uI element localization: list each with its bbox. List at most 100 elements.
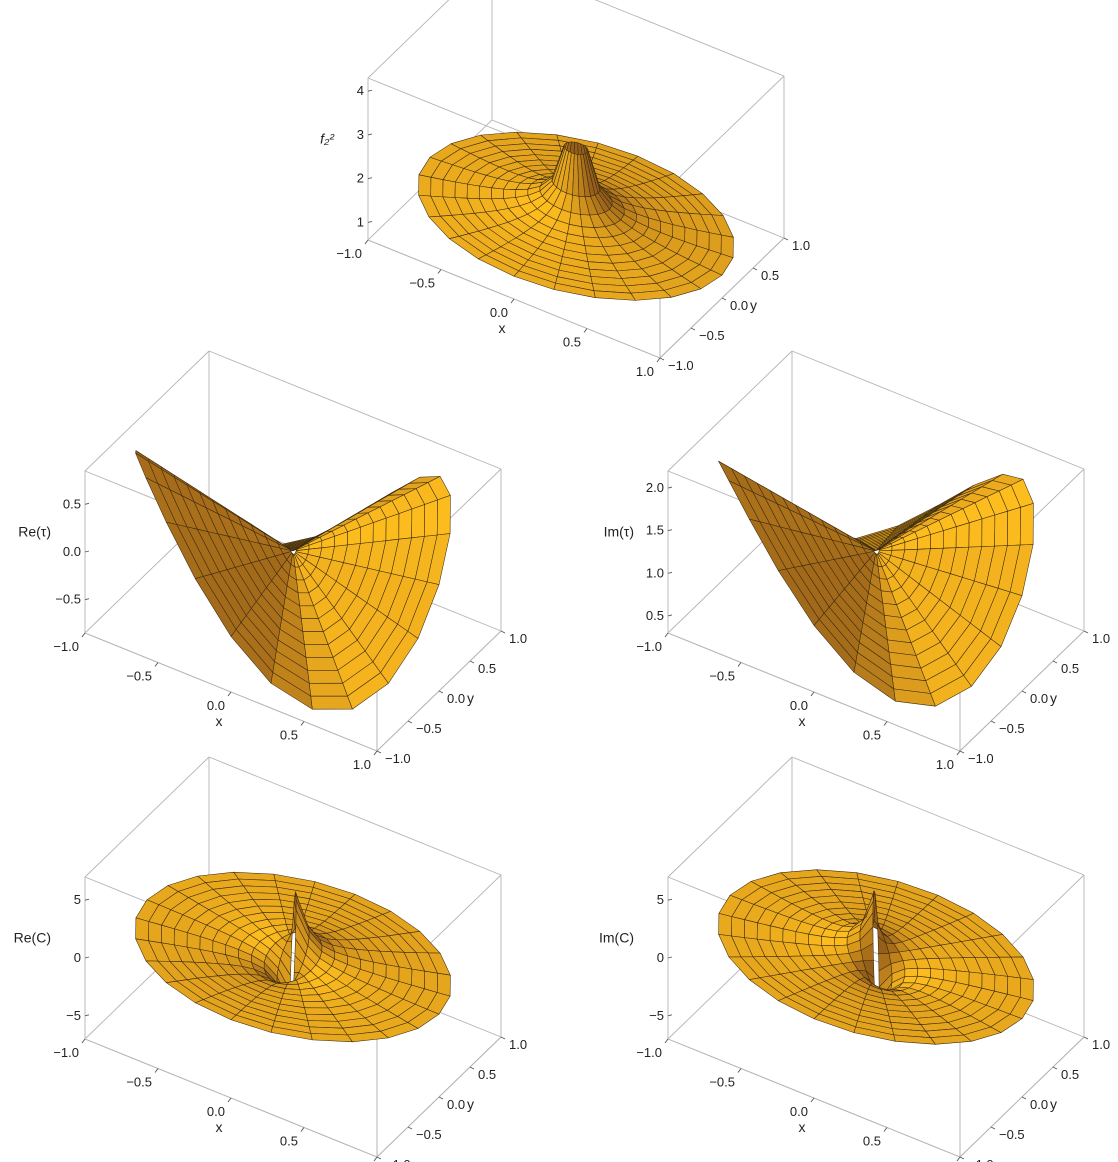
surface-patch [308, 682, 348, 697]
surface-patch [808, 933, 822, 946]
y-tick-label: −1.0 [968, 751, 994, 766]
y-tick-label: 1.0 [792, 238, 810, 253]
x-tick-label: 0.5 [280, 728, 298, 743]
x-tick-label: −1.0 [636, 1045, 662, 1060]
x-tick-label: −0.5 [409, 276, 435, 291]
x-tick-label: −0.5 [126, 1075, 152, 1090]
x-tick-label: 0.0 [790, 1104, 808, 1119]
y-axis-label: y [750, 297, 757, 313]
z-tick-label: 0.5 [63, 496, 81, 511]
z-tick-label: 4 [357, 83, 364, 98]
x-tick-label: −1.0 [53, 639, 79, 654]
surface-patch [195, 576, 237, 637]
y-tick-label: 0.5 [478, 661, 496, 676]
y-tick-label: 1.0 [509, 1037, 527, 1052]
surface-patch [478, 185, 492, 200]
x-tick-label: 0.0 [207, 1104, 225, 1119]
y-axis-label: y [467, 690, 474, 706]
z-axis-label: Im(τ) [604, 524, 634, 540]
surface-patch [955, 522, 970, 548]
x-tick-label: 1.0 [936, 757, 954, 772]
surface-patch [994, 974, 1008, 995]
surface-patch [778, 568, 820, 626]
surface-patch [302, 631, 329, 645]
surface-patch [1019, 503, 1034, 546]
surface-patch [418, 174, 432, 197]
x-axis-label: x [216, 713, 223, 729]
surface-patch [491, 187, 504, 200]
y-tick-label: 0.0 [447, 691, 465, 706]
surface-patch [718, 913, 733, 937]
surface-patch [424, 499, 438, 537]
y-tick-label: 0.0 [1030, 1097, 1048, 1112]
y-tick-label: 0.0 [730, 298, 748, 313]
surface-patch [454, 181, 468, 199]
surface-patch [834, 937, 848, 947]
surface-patch [731, 916, 745, 938]
y-tick-label: −1.0 [385, 1157, 411, 1162]
x-tick-label: −1.0 [336, 246, 362, 261]
surface-patch [135, 917, 150, 942]
y-tick-label: 1.0 [1092, 1037, 1110, 1052]
x-tick-label: 0.0 [207, 698, 225, 713]
surface-patch [1007, 507, 1021, 546]
y-tick-label: 0.5 [1061, 661, 1079, 676]
surface-patch [904, 967, 918, 977]
x-axis-label: x [799, 713, 806, 729]
z-tick-label: 1 [357, 214, 364, 229]
surface-patch [466, 183, 480, 199]
surface-patch [1007, 976, 1021, 998]
x-tick-label: 1.0 [353, 757, 371, 772]
z-tick-label: 0.5 [646, 608, 664, 623]
z-tick-label: 5 [657, 892, 664, 907]
y-tick-label: −0.5 [416, 721, 442, 736]
surface-patch [305, 1013, 339, 1022]
y-tick-label: −0.5 [699, 328, 725, 343]
x-tick-label: 0.5 [280, 1134, 298, 1149]
z-axis-label: f₂² [320, 131, 335, 147]
surface-patch [756, 922, 771, 941]
surface-plot-re_tau: −1.0 −0.5 0.0 0.5 1.0 x −1.0 −0.5 0.0 0.5 1.0 y −0.5… [18, 350, 527, 772]
z-tick-label: 0 [657, 950, 664, 965]
y-tick-label: −1.0 [385, 751, 411, 766]
surface-patch [994, 510, 1008, 547]
surface-patch [270, 1026, 313, 1041]
x-tick-label: 0.5 [863, 728, 881, 743]
y-tick-label: −1.0 [668, 358, 694, 373]
surface-patch [821, 936, 835, 947]
surface-plot-re_c: −1.0 −0.5 0.0 0.5 1.0 x −1.0 −0.5 0.0 0.5 1.0 y −5 0 5… [14, 756, 527, 1162]
y-tick-label: −1.0 [968, 1157, 994, 1162]
surface-mesh [418, 131, 734, 301]
y-tick-label: 0.0 [447, 1097, 465, 1112]
surface-plot-im_tau: −1.0 −0.5 0.0 0.5 1.0 x −1.0 −0.5 0.0 0.5 1.0 y 0.5 1… [604, 350, 1110, 772]
surface-patch [503, 188, 517, 199]
surface-patch [769, 925, 784, 943]
x-tick-label: −0.5 [709, 669, 735, 684]
surface-mesh [718, 869, 1034, 1045]
x-tick-label: −1.0 [636, 639, 662, 654]
y-tick-label: −0.5 [999, 721, 1025, 736]
z-tick-label: 0 [74, 950, 81, 965]
y-tick-label: −0.5 [999, 1127, 1025, 1142]
x-tick-label: 0.0 [790, 698, 808, 713]
x-tick-label: −0.5 [126, 669, 152, 684]
y-axis-label: y [1050, 690, 1057, 706]
z-tick-label: 1.0 [646, 565, 664, 580]
x-axis-label: x [216, 1119, 223, 1135]
surface-patch [570, 194, 581, 215]
z-tick-label: −5 [649, 1008, 664, 1023]
surface-patch [981, 514, 996, 547]
surface-patch [795, 931, 809, 945]
x-tick-label: 0.0 [490, 305, 508, 320]
y-tick-label: 0.0 [1030, 691, 1048, 706]
y-tick-label: −0.5 [416, 1127, 442, 1142]
surface-patch [304, 644, 334, 658]
z-tick-label: 0.0 [63, 544, 81, 559]
z-axis-label: Re(τ) [18, 524, 51, 540]
x-axis-label: x [799, 1119, 806, 1135]
surface-patch [744, 919, 758, 940]
surface-patch [782, 928, 797, 944]
y-tick-label: 0.5 [478, 1067, 496, 1082]
y-tick-label: 1.0 [1092, 631, 1110, 646]
surface-patch [853, 1026, 896, 1042]
